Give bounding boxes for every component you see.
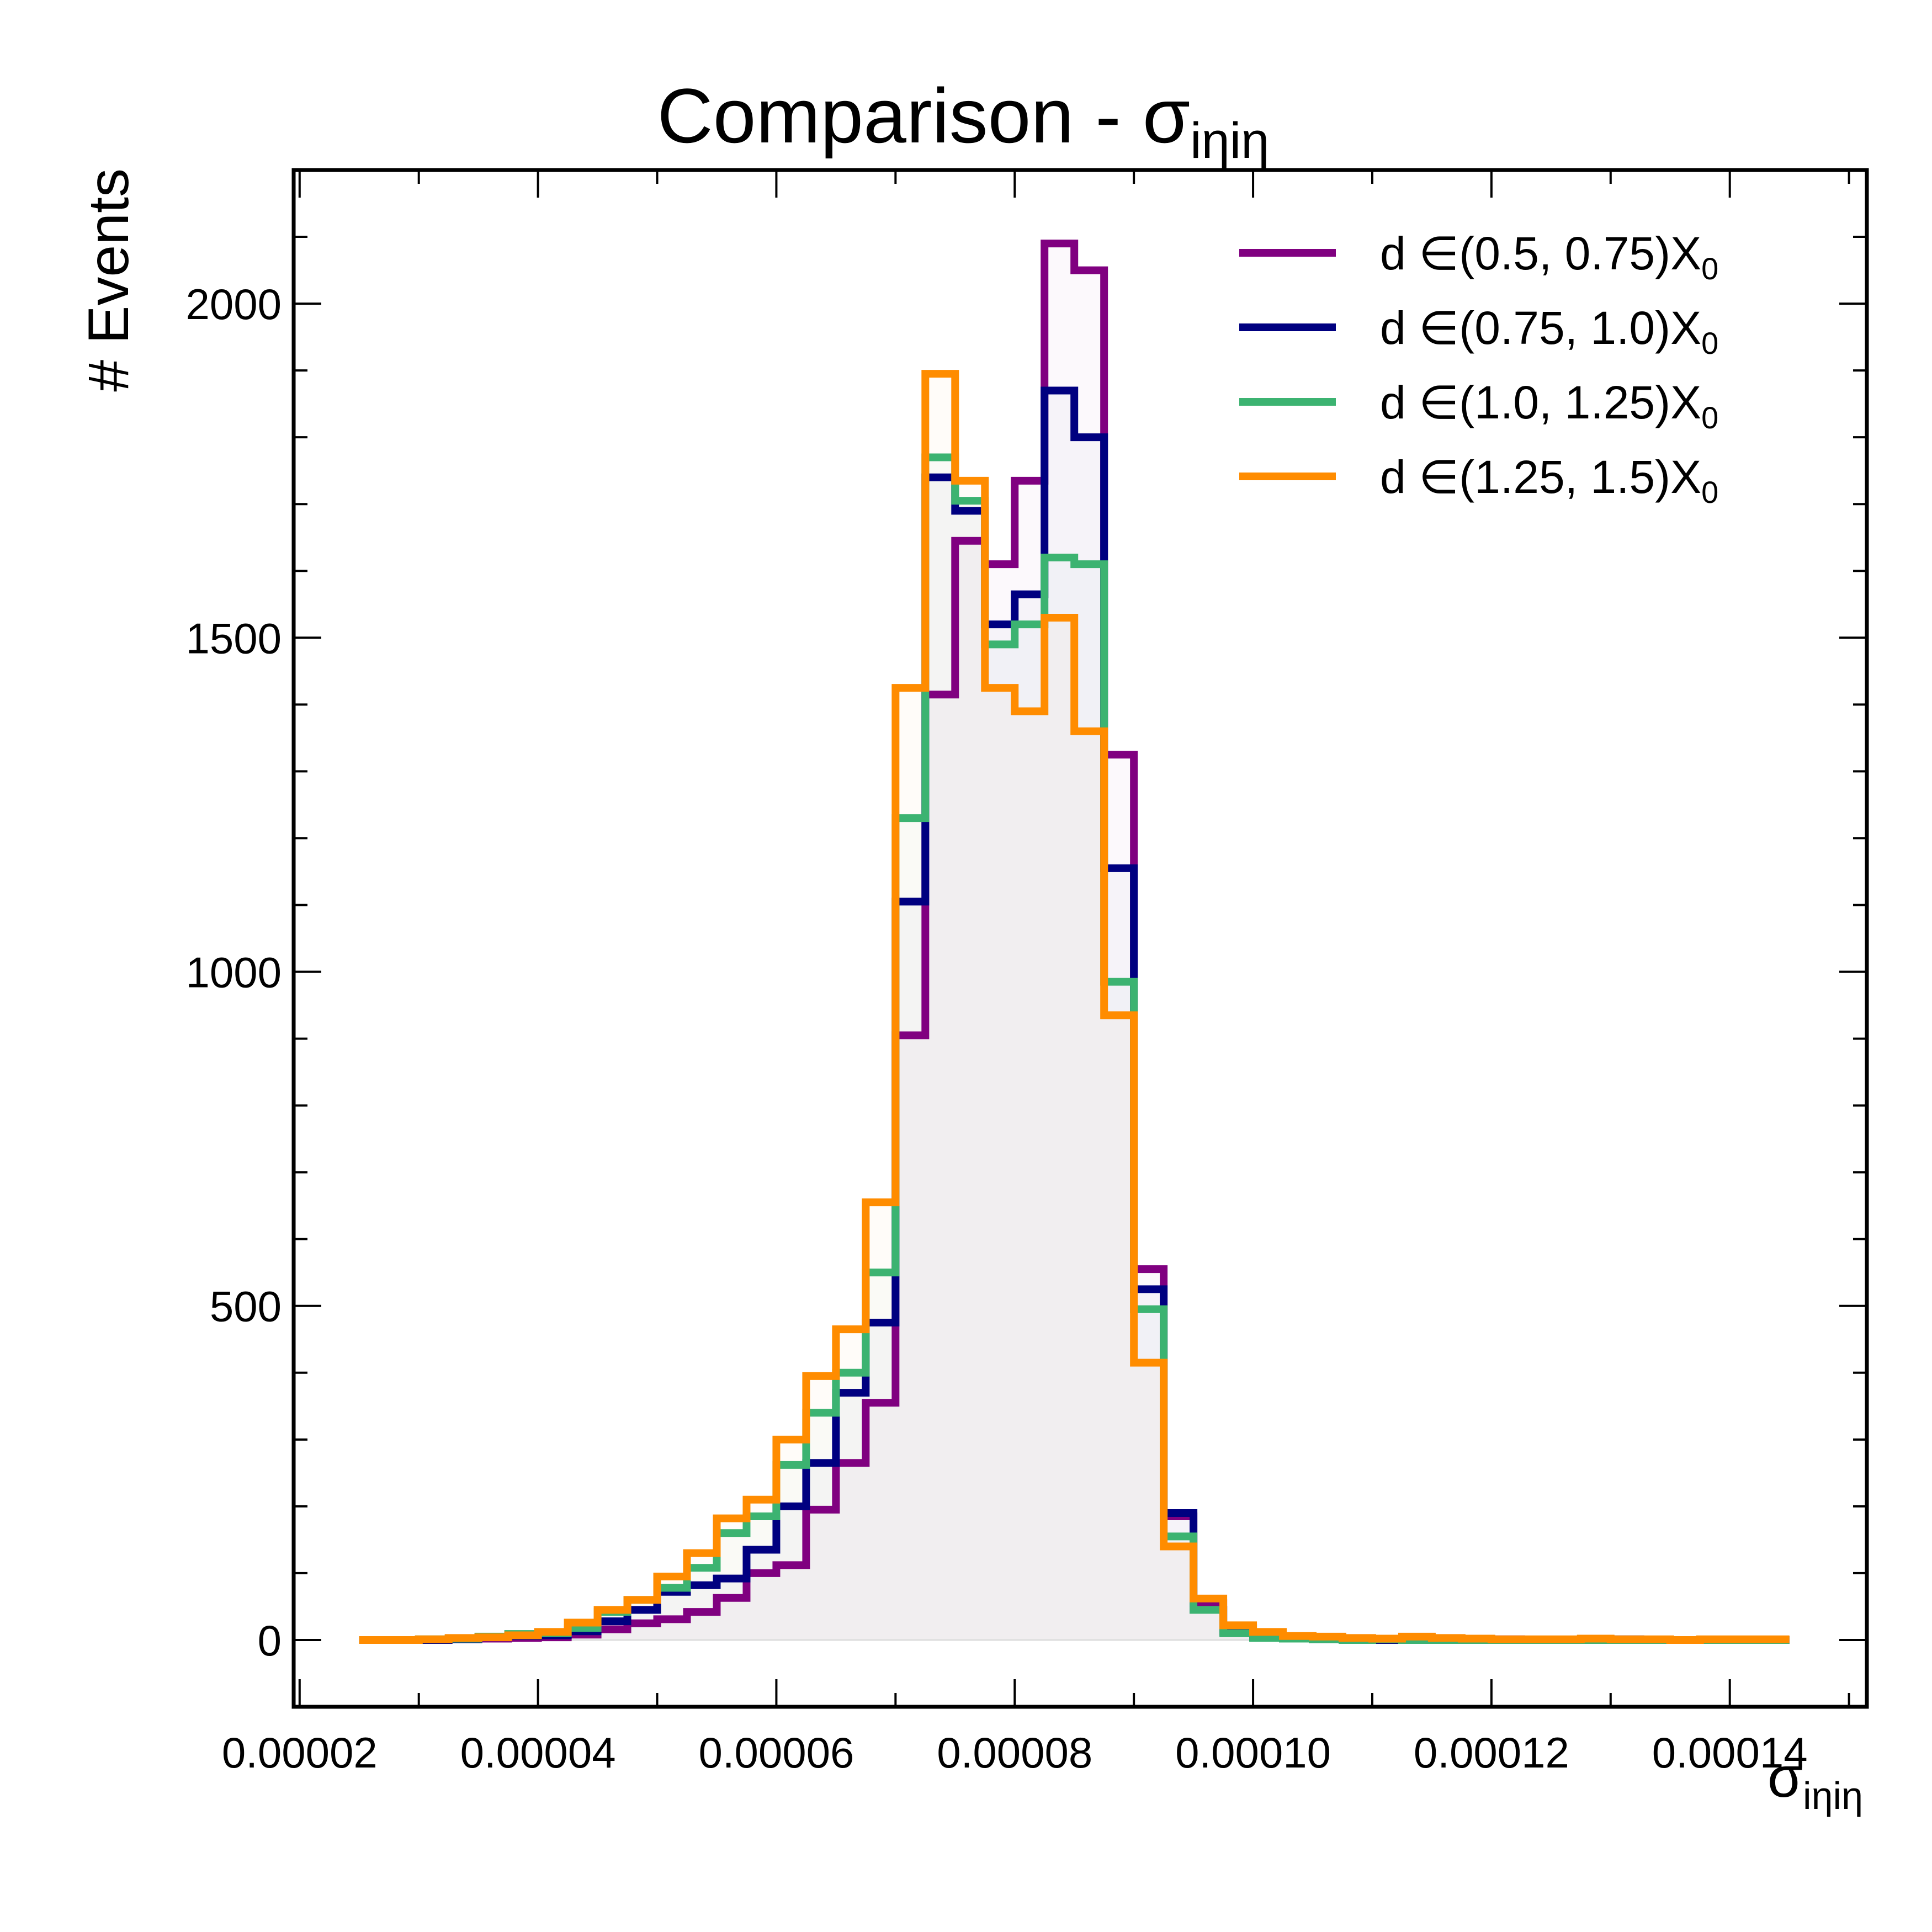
histogram-steps	[359, 240, 1790, 1644]
y-tick-label: 2000	[185, 280, 282, 328]
x-tick-label: 0.00002	[222, 1728, 378, 1777]
chart-title: Comparison - σiηiη	[657, 72, 1270, 169]
x-tick-labels: 0.00002 0.00004 0.00006 0.00008 0.00010 0.000…	[222, 1728, 1808, 1777]
legend-label-4: d ∈(1.25, 1.5)X0	[1380, 451, 1718, 509]
series-line-4	[359, 370, 1790, 1644]
x-tick-label: 0.00014	[1652, 1728, 1808, 1777]
x-tick-label: 0.00008	[937, 1728, 1092, 1777]
y-tick-labels: 0 500 1000 1500 2000	[185, 280, 282, 1665]
x-tick-label: 0.00004	[460, 1728, 616, 1777]
x-tick-label: 0.00006	[698, 1728, 854, 1777]
y-tick-label: 1500	[185, 614, 282, 662]
legend-label-1: d ∈(0.5, 0.75)X0	[1380, 227, 1718, 286]
y-tick-label: 500	[210, 1282, 282, 1331]
legend: d ∈(0.5, 0.75)X0 d ∈(0.75, 1.0)X0 d ∈(1.0,…	[1239, 227, 1718, 509]
y-tick-label: 1000	[185, 948, 282, 997]
y-axis-title: # Events	[77, 168, 141, 392]
plot-frame	[291, 168, 1869, 1709]
legend-label-2: d ∈(0.75, 1.0)X0	[1380, 302, 1718, 360]
x-axis-title: σiηiη	[1768, 1745, 1863, 1817]
x-tick-label: 0.00010	[1175, 1728, 1331, 1777]
y-tick-label: 0	[258, 1616, 282, 1665]
x-tick-label: 0.00012	[1414, 1728, 1569, 1777]
axis-ticks	[294, 169, 1867, 1708]
legend-label-3: d ∈(1.0, 1.25)X0	[1380, 376, 1718, 435]
